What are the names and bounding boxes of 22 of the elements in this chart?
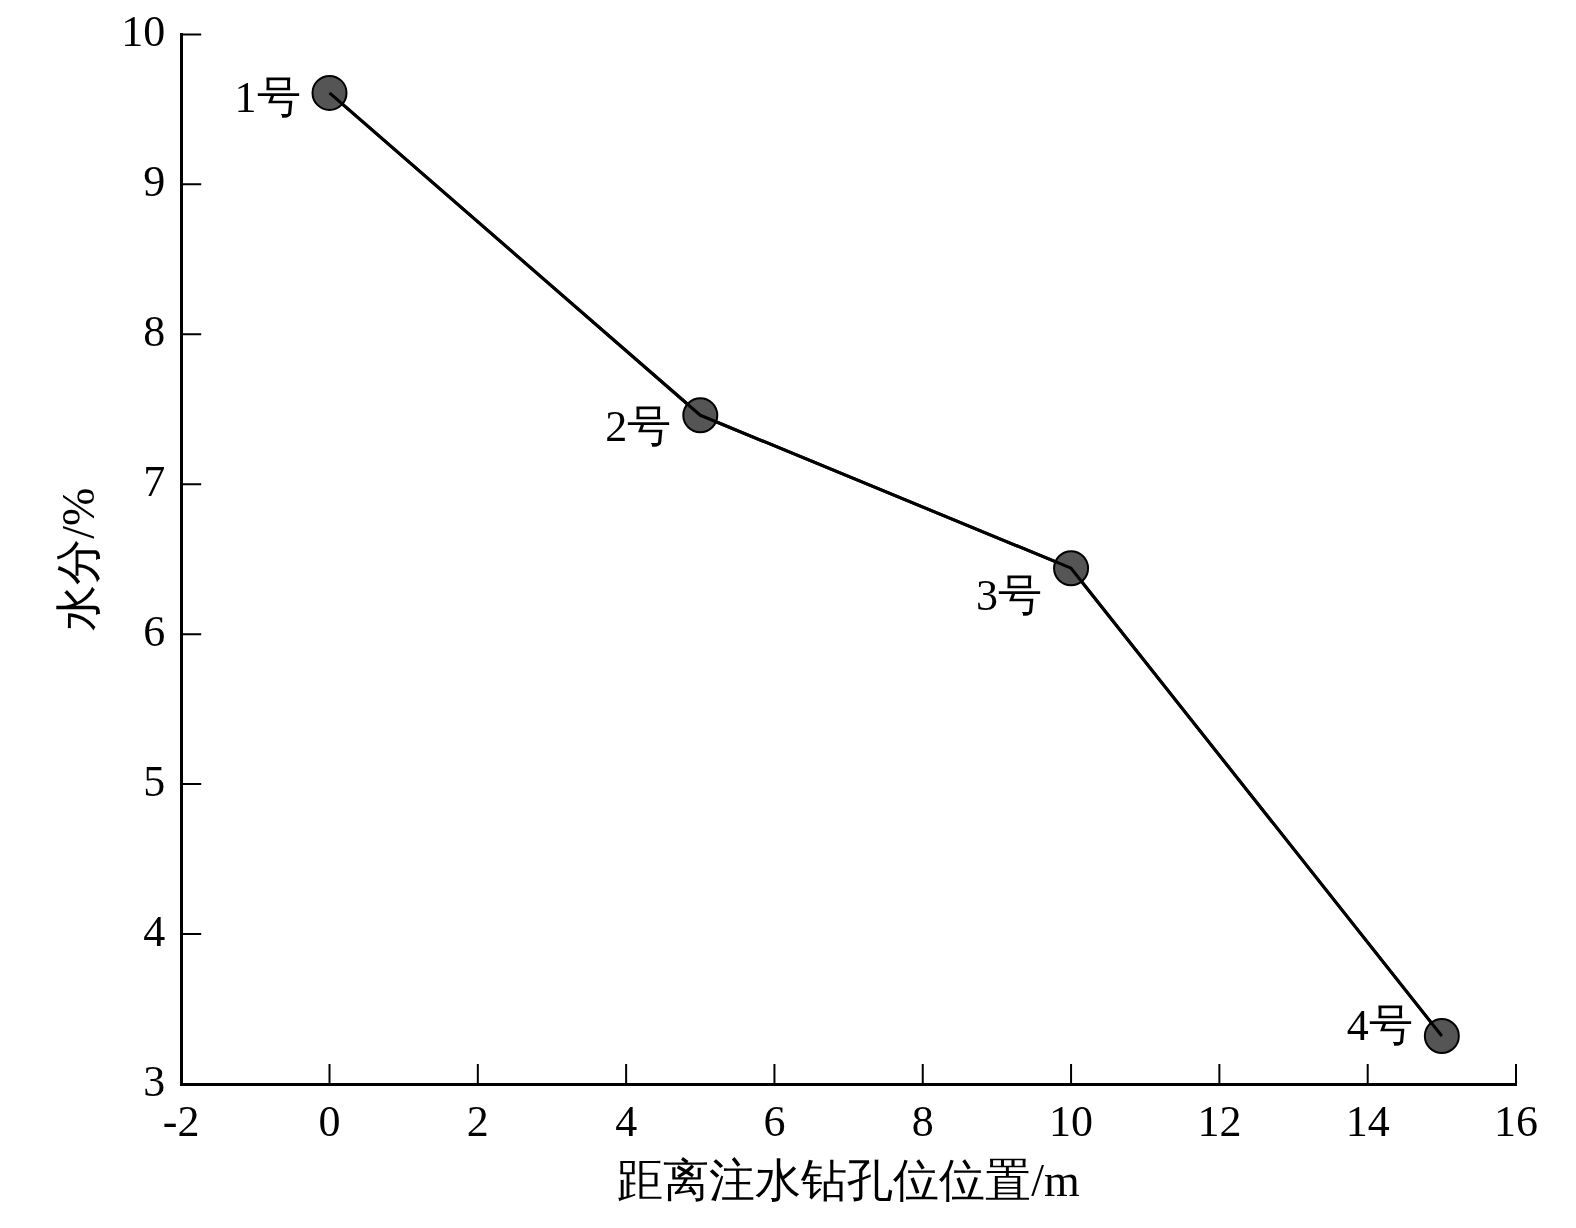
y-tick-label: 7 bbox=[143, 456, 166, 506]
annotation: 1号 bbox=[234, 73, 301, 123]
x-tick-label: 8 bbox=[911, 1096, 934, 1146]
annotation: 2号 bbox=[605, 401, 672, 451]
x-tick-label: 6 bbox=[763, 1096, 786, 1146]
x-tick-label: 16 bbox=[1494, 1096, 1538, 1146]
x-tick-label: 2 bbox=[466, 1096, 489, 1146]
y-tick-label: 5 bbox=[143, 756, 166, 806]
x-tick-label: 4 bbox=[615, 1096, 638, 1146]
x-axis-title: 距离注水钻孔位位置/m bbox=[617, 1155, 1081, 1207]
x-tick-label: 10 bbox=[1049, 1096, 1094, 1146]
y-tick-label: 9 bbox=[143, 156, 166, 206]
y-tick-label: 6 bbox=[143, 606, 166, 656]
y-tick-label: 8 bbox=[143, 306, 166, 356]
x-tick-label: 0 bbox=[318, 1096, 341, 1146]
y-axis-title: 水分/% bbox=[52, 487, 104, 631]
x-tick-label: 12 bbox=[1197, 1096, 1242, 1146]
y-tick-label: 10 bbox=[121, 6, 166, 56]
y-tick-label: 4 bbox=[143, 906, 166, 956]
annotation: 4号 bbox=[1346, 1000, 1413, 1050]
x-tick-label: 14 bbox=[1345, 1096, 1390, 1146]
annotation: 3号 bbox=[976, 570, 1043, 620]
